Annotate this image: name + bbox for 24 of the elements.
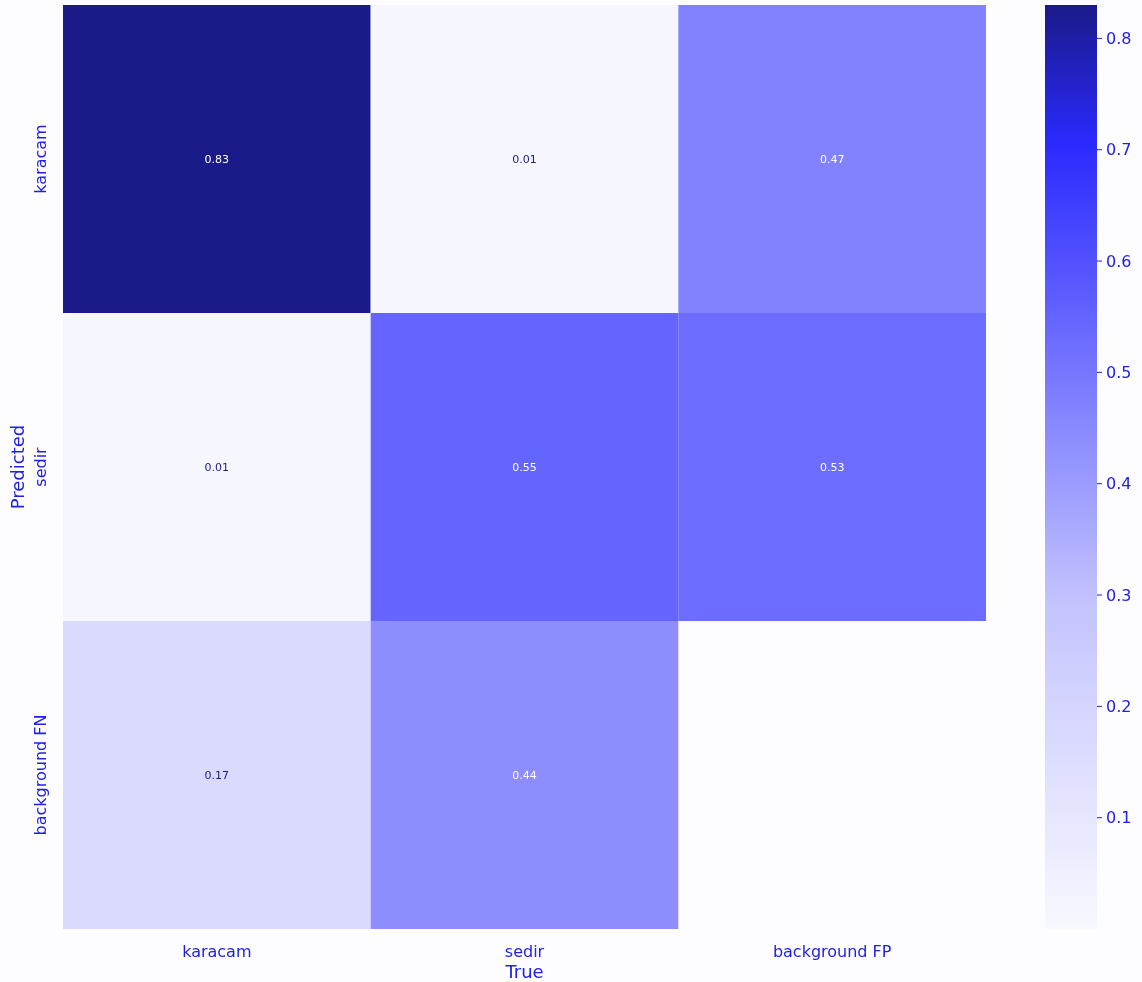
x-tick-label: sedir bbox=[504, 942, 545, 961]
y-axis-title: Predicted bbox=[7, 424, 28, 510]
data-label: 0.83 bbox=[204, 152, 230, 166]
y-tick-label: sedir bbox=[31, 446, 50, 487]
color-bar-label: 0.4 bbox=[1106, 474, 1132, 494]
color-bar-label: 0.1 bbox=[1106, 808, 1132, 828]
data-label: 0.17 bbox=[204, 768, 230, 782]
y-tick-label: karacam bbox=[31, 124, 50, 194]
x-axis-title: True bbox=[504, 961, 544, 982]
x-tick-label: background FP bbox=[772, 942, 892, 961]
x-tick-label: karacam bbox=[182, 942, 252, 961]
color-bar-label: 0.7 bbox=[1106, 140, 1132, 160]
data-label: 0.01 bbox=[512, 152, 537, 166]
y-tick-label: background FN bbox=[31, 714, 50, 836]
color-bar-label: 0.6 bbox=[1106, 251, 1132, 271]
color-bar-label: 0.8 bbox=[1106, 29, 1132, 48]
color-bar-label: 0.5 bbox=[1106, 362, 1132, 382]
data-label: 0.01 bbox=[204, 460, 230, 474]
data-label: 0.44 bbox=[512, 768, 537, 782]
data-label: 0.55 bbox=[512, 460, 537, 474]
color-bar-label: 0.3 bbox=[1106, 585, 1132, 605]
data-label: 0.47 bbox=[819, 152, 845, 166]
data-label: 0.53 bbox=[819, 460, 845, 474]
color-bar-label: 0.2 bbox=[1106, 696, 1132, 716]
